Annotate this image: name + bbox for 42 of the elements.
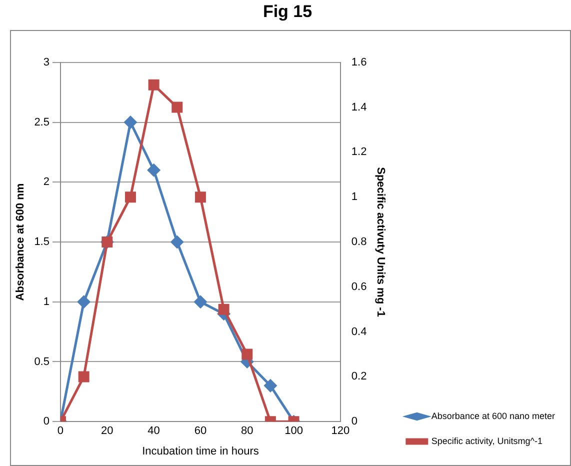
y2-tick-label: 1.2 <box>351 146 367 158</box>
point <box>170 236 184 248</box>
y-tick-label: 1.5 <box>34 236 50 248</box>
x-axis-title: Incubation time in hours <box>142 445 260 458</box>
point <box>218 304 230 315</box>
x-tick-label: 120 <box>331 425 350 438</box>
y2-tick-label: 0.6 <box>351 280 367 293</box>
point <box>148 79 160 90</box>
y-tick-label: 2.5 <box>34 116 50 128</box>
y2-axis-title: Specific activuty Units mg -1 <box>374 167 386 317</box>
point <box>78 296 90 308</box>
y-tick-label: 1 <box>43 296 50 308</box>
x-tick-label: 20 <box>101 425 114 438</box>
y2-tick-label: 0.8 <box>351 236 367 248</box>
point <box>264 379 277 392</box>
point <box>78 371 90 382</box>
y2-tick-label: 0 <box>351 416 358 428</box>
y2-tick-label: 1.6 <box>351 56 367 68</box>
y-tick-label: 3 <box>43 56 50 68</box>
y2-tick-label: 0.2 <box>351 370 367 383</box>
y-tick-label: 2 <box>43 176 50 188</box>
point <box>172 102 183 113</box>
point <box>148 164 160 176</box>
legend-label: Absorbance at 600 nano meter <box>431 410 556 421</box>
legend-label: Specific activity, Unitsmg^-1 <box>431 436 543 446</box>
y2-tick-label: 0.4 <box>351 326 367 338</box>
y-axis-title: Absorbance at 600 nm <box>14 183 27 301</box>
y2-tick-label: 1 <box>351 191 358 204</box>
point <box>194 192 206 203</box>
y2-tick-label: 1.4 <box>351 101 367 114</box>
point <box>124 116 137 129</box>
y-tick-label: 0.5 <box>34 356 50 368</box>
point <box>124 192 136 203</box>
x-tick-label: 80 <box>240 425 254 438</box>
x-tick-label: 40 <box>148 425 160 438</box>
y-tick-label: 0 <box>43 416 50 428</box>
chart-title: Fig 15 <box>262 2 312 21</box>
x-tick-label: 0 <box>57 425 64 438</box>
x-tick-label: 60 <box>194 425 207 438</box>
x-tick-label: 100 <box>284 425 303 438</box>
point <box>242 348 253 360</box>
point <box>194 296 207 308</box>
